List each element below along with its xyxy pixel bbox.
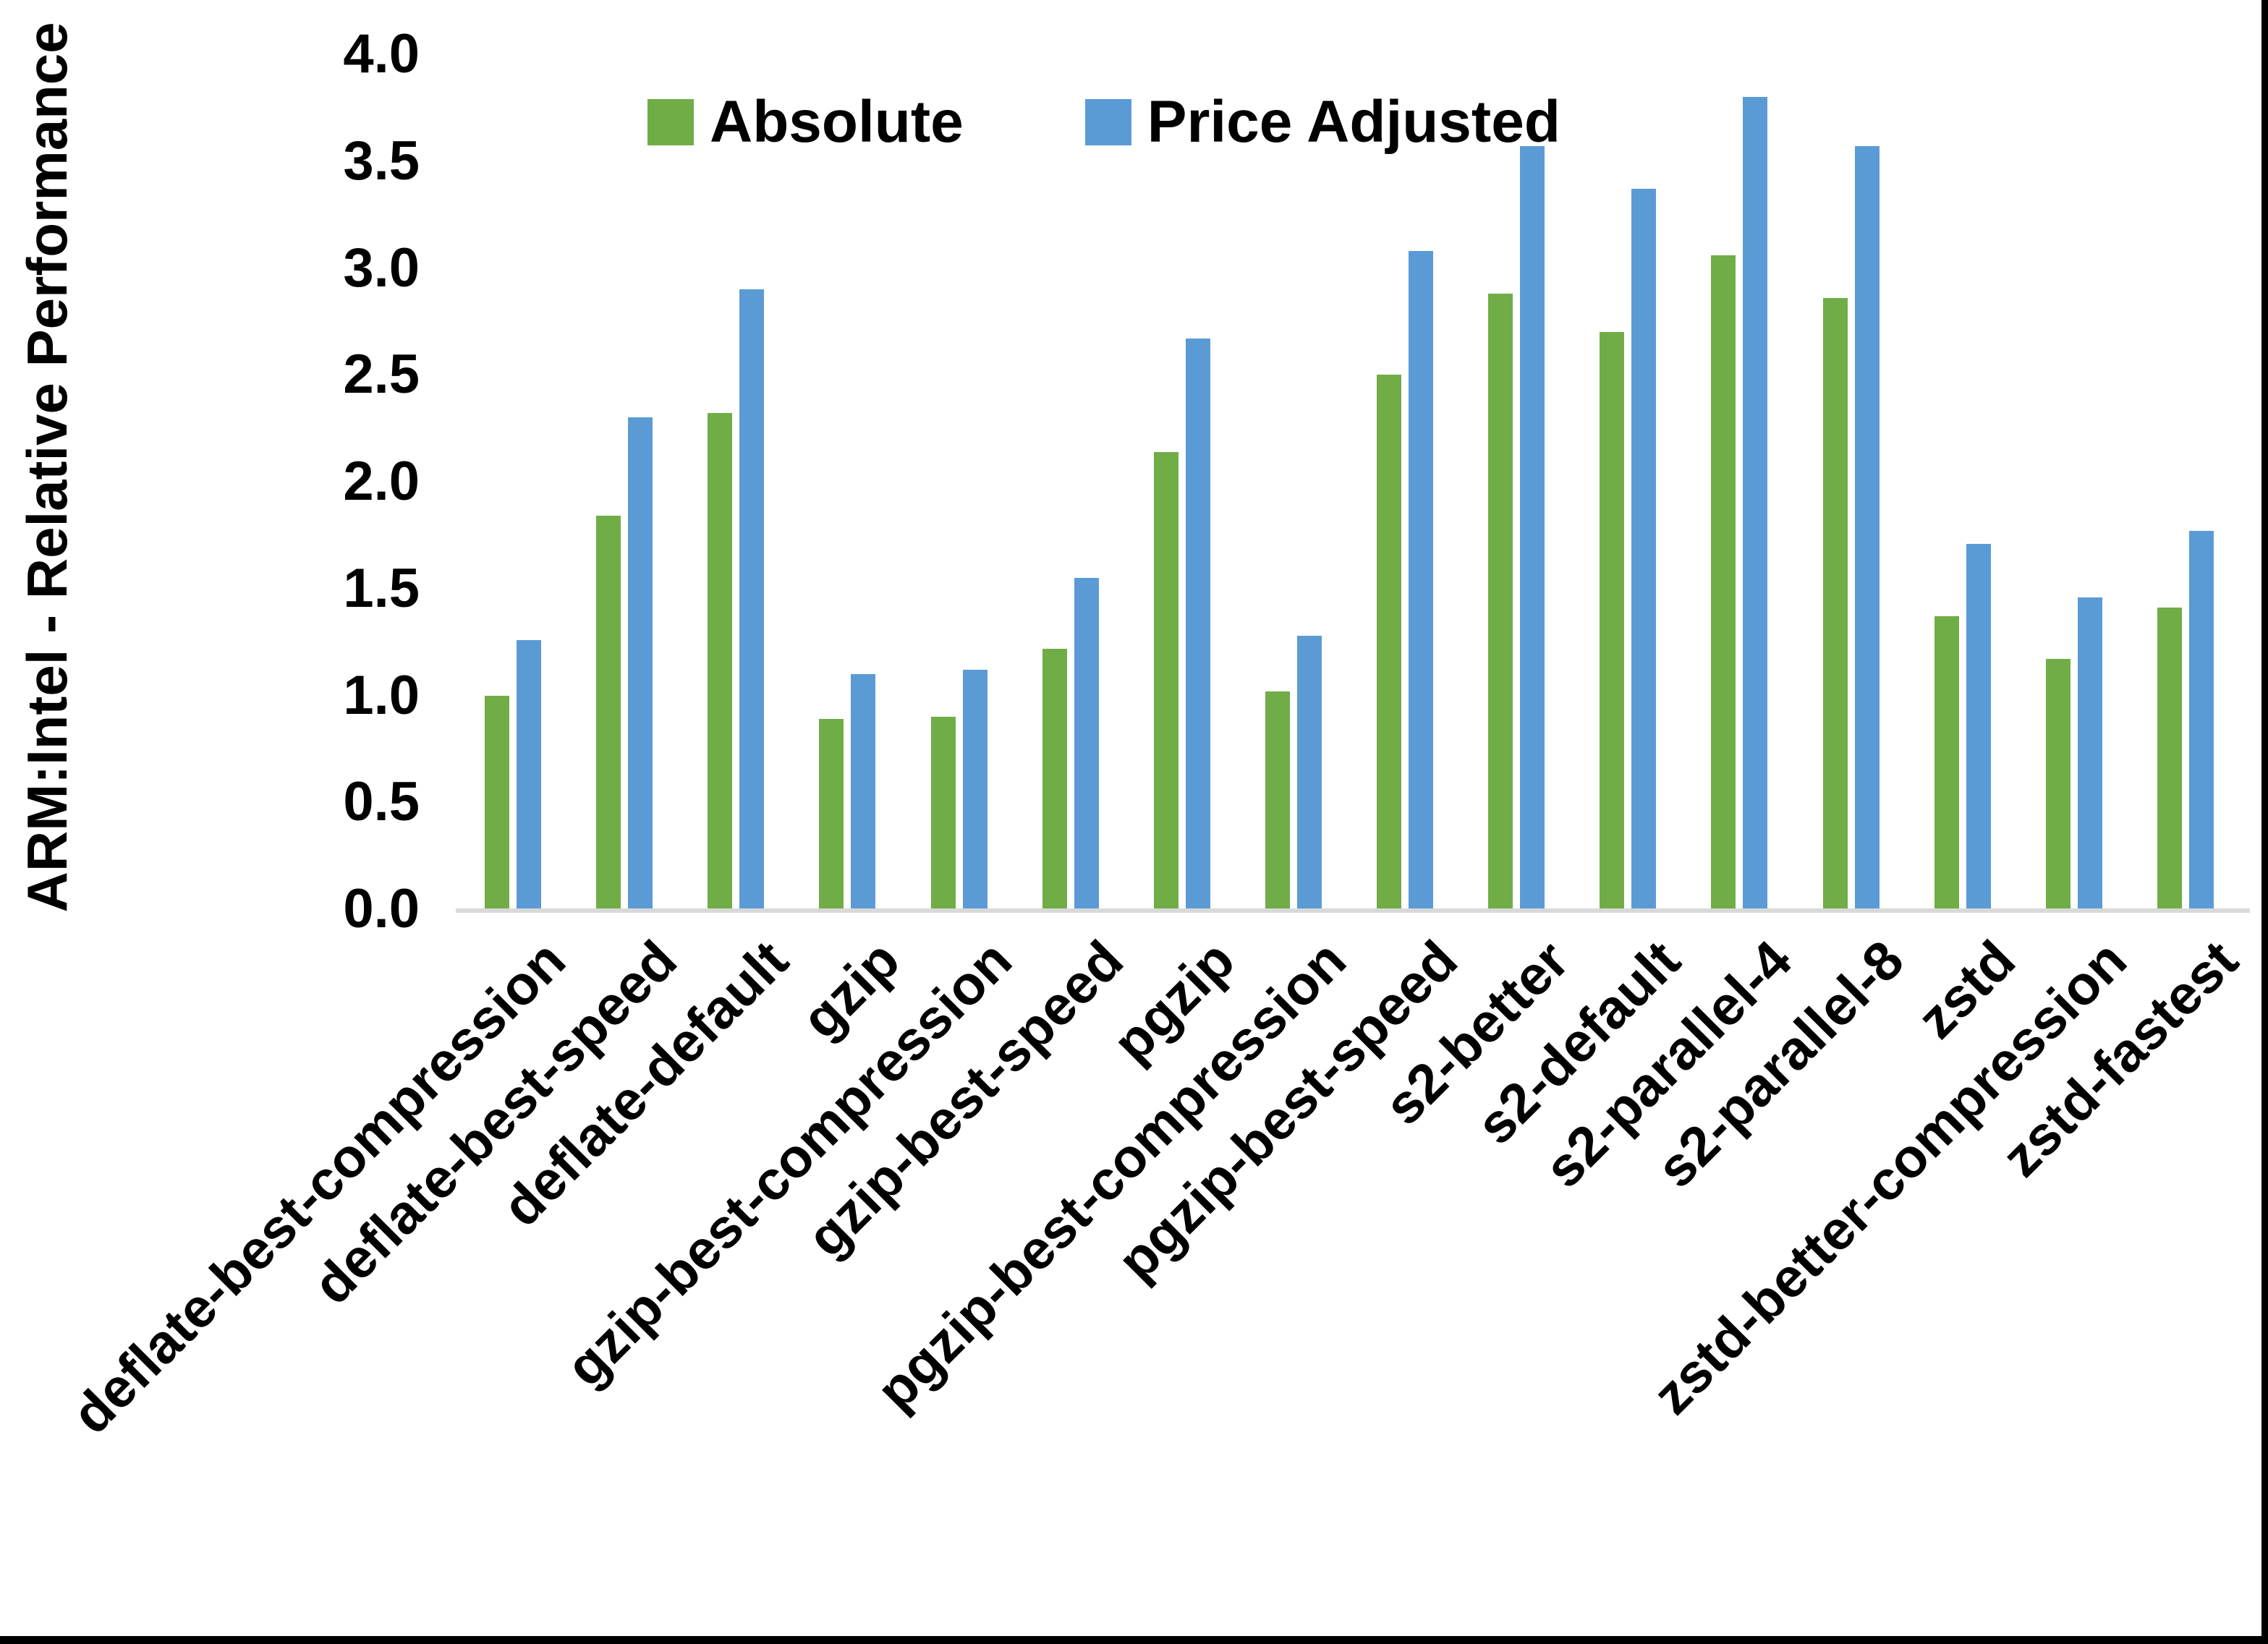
y-axis-tick-label: 2.0 (343, 451, 420, 512)
category-group (1349, 54, 1461, 909)
bar-price-adjusted (1074, 577, 1099, 909)
bar-absolute (1488, 293, 1513, 909)
category-group (791, 54, 903, 909)
bar-price-adjusted (1854, 146, 1880, 909)
bar-price-adjusted (1743, 97, 1768, 909)
bar-price-adjusted (1966, 543, 1991, 909)
bar-absolute (1822, 297, 1848, 909)
bar-absolute (708, 413, 733, 909)
plot-area (457, 54, 2241, 909)
bar-price-adjusted (1296, 635, 1322, 909)
bar-absolute (1711, 255, 1736, 909)
legend-swatch-price-adjusted (1084, 99, 1131, 145)
bar-absolute (1153, 451, 1178, 909)
y-axis-tick-label: 4.0 (343, 23, 420, 85)
category-group (2130, 54, 2241, 909)
y-axis-tick-label: 3.0 (343, 237, 420, 299)
bar-absolute (2157, 608, 2182, 909)
bar-price-adjusted (2077, 597, 2102, 909)
bar-price-adjusted (1631, 189, 1657, 909)
bar-price-adjusted (1520, 146, 1545, 909)
y-axis-tick-label: 3.5 (343, 129, 420, 192)
page-border-bottom (0, 1636, 2268, 1644)
category-group (1126, 54, 1238, 909)
bar-absolute (1934, 616, 1959, 909)
legend-label-absolute: Absolute (710, 89, 964, 155)
x-axis-line (456, 908, 2250, 913)
bar-absolute (596, 516, 621, 909)
category-group (569, 54, 680, 909)
category-group (1796, 54, 1907, 909)
bar-price-adjusted (739, 289, 765, 909)
category-group (1238, 54, 1349, 909)
bar-price-adjusted (2188, 530, 2214, 909)
legend-label-price-adjusted: Price Adjusted (1147, 89, 1560, 155)
category-group (2018, 54, 2130, 909)
y-axis-title: ARM:Intel - Relative Performance (15, 22, 79, 913)
bar-absolute (819, 719, 844, 909)
category-group (457, 54, 569, 909)
legend-item-absolute: Absolute (647, 93, 964, 152)
y-axis-tick-label: 0.0 (343, 878, 420, 940)
legend-item-price-adjusted: Price Adjusted (1084, 89, 1560, 155)
bar-absolute (1265, 691, 1290, 909)
bar-absolute (2045, 659, 2070, 909)
page-border-right (2261, 0, 2268, 1644)
bar-price-adjusted (962, 670, 988, 909)
category-group (1572, 54, 1683, 909)
category-group (1015, 54, 1126, 909)
bar-absolute (1042, 648, 1067, 909)
bar-price-adjusted (517, 639, 542, 909)
y-axis-tick-label: 0.5 (343, 771, 420, 833)
bar-absolute (1377, 375, 1402, 909)
category-group (1907, 54, 2018, 909)
category-group (904, 54, 1015, 909)
bar-price-adjusted (851, 673, 876, 909)
legend: Absolute Price Adjusted (647, 93, 1560, 152)
bar-price-adjusted (1409, 250, 1434, 909)
y-axis-tick-label: 1.0 (343, 664, 420, 726)
y-axis-tick-label: 1.5 (343, 557, 420, 619)
bar-absolute (1600, 332, 1625, 909)
y-axis-tick-label: 2.5 (343, 344, 420, 406)
bar-price-adjusted (628, 417, 653, 909)
bar-price-adjusted (1185, 338, 1210, 909)
legend-swatch-absolute (647, 99, 694, 145)
category-group (680, 54, 791, 909)
bar-absolute (485, 695, 510, 909)
category-group (1683, 54, 1795, 909)
bar-absolute (930, 717, 956, 909)
category-group (1461, 54, 1572, 909)
